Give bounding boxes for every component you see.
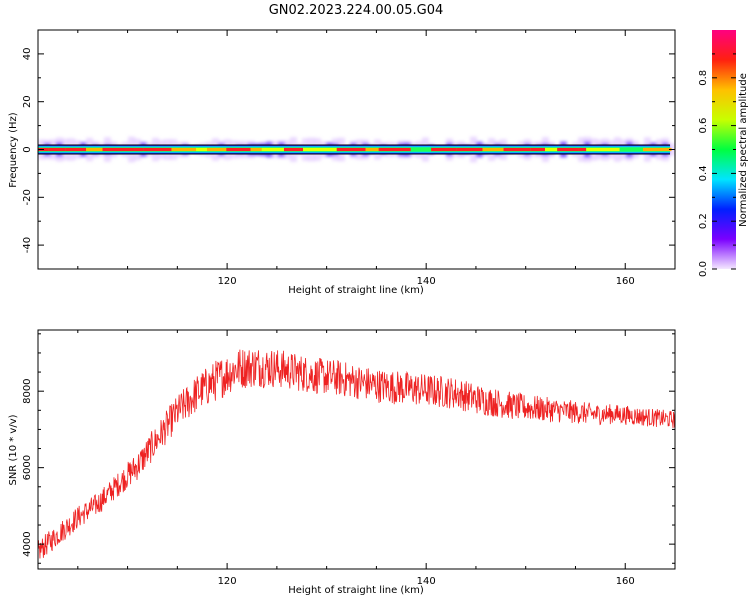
snr-x-axis: 120 140 160 — [77, 330, 676, 587]
band-core-cell — [482, 147, 504, 152]
band-core-cell — [250, 147, 262, 152]
band-core-cell — [336, 147, 366, 152]
spectrogram-x-axis: 120 140 160 — [77, 30, 676, 287]
spectrogram-x-label: Height of straight line (km) — [288, 285, 424, 296]
x-tick-label: 160 — [616, 276, 635, 287]
figure-title: GN02.2023.224.00.05.G04 — [269, 3, 444, 18]
x-tick-label: 160 — [616, 576, 635, 587]
band-core-cell — [456, 147, 483, 152]
spectrogram-y-label: Frequency (Hz) — [8, 112, 19, 188]
band-core-cell — [226, 147, 251, 152]
band-core-cell — [378, 147, 411, 152]
band-core-cell — [143, 147, 172, 152]
band-core-cell — [530, 147, 546, 152]
band-core-cell — [86, 147, 103, 152]
colorbar-axis: 0.0 0.2 0.4 0.6 0.8 — [698, 53, 736, 277]
band-core-cell — [545, 147, 558, 152]
band-core-cell — [196, 147, 208, 152]
y-tick-label: 40 — [22, 48, 33, 61]
y-tick-label: 6000 — [22, 455, 33, 480]
snr-y-axis: 4000 6000 8000 — [22, 333, 675, 564]
colorbar: 0.0 0.2 0.4 0.6 0.8 Normalized spectral ampl… — [698, 30, 749, 277]
band-core-cell — [586, 147, 620, 152]
snr-x-label: Height of straight line (km) — [288, 585, 424, 596]
x-tick-label: 120 — [218, 576, 237, 587]
band-core-cell — [619, 147, 643, 152]
colorbar-tick-label: 0.2 — [698, 213, 709, 229]
band-core-cell — [503, 147, 531, 152]
y-tick-label: 20 — [22, 95, 33, 108]
colorbar-gradient — [712, 30, 736, 269]
colorbar-tick-label: 0.4 — [698, 165, 709, 181]
band-core-cell — [642, 147, 672, 152]
y-tick-label: -20 — [22, 189, 33, 205]
snr-frame — [37, 329, 676, 570]
snr-y-label: SNR (10 * v/v) — [8, 414, 19, 485]
spectrogram-panel: -40 -20 0 20 40 120 140 160 Height of straight… — [8, 29, 676, 296]
band-core-cell — [431, 147, 457, 152]
band-core-cell — [207, 147, 227, 152]
band-core-cell — [65, 147, 87, 152]
colorbar-tick-label: 0.0 — [698, 261, 709, 277]
band-core-cell — [302, 147, 337, 152]
band-core-cell — [102, 147, 135, 152]
spectrogram-heatmap — [38, 136, 675, 163]
snr-panel: 4000 6000 8000 120 140 160 Height of straigh… — [8, 329, 676, 596]
colorbar-tick-label: 0.6 — [698, 118, 709, 134]
band-core-cell — [365, 147, 379, 152]
band-core-cell — [261, 147, 284, 152]
band-core-cell — [171, 147, 197, 152]
band-core-cell — [578, 147, 587, 152]
y-tick-label: -40 — [22, 237, 33, 253]
band-core-cell — [48, 147, 66, 152]
x-tick-label: 140 — [417, 276, 436, 287]
colorbar-label: Normalized spectral amplitude — [738, 73, 749, 227]
y-tick-label: 8000 — [22, 378, 33, 403]
x-tick-label: 140 — [417, 576, 436, 587]
snr-series-line — [38, 349, 675, 559]
band-core-cell — [134, 147, 144, 152]
band-core — [38, 147, 672, 152]
y-tick-label: 0 — [22, 146, 33, 152]
band-core-cell — [283, 147, 303, 152]
band-core-cell — [410, 147, 432, 152]
x-tick-label: 120 — [218, 276, 237, 287]
y-tick-label: 4000 — [22, 531, 33, 556]
colorbar-tick-label: 0.8 — [698, 70, 709, 86]
band-core-cell — [557, 147, 579, 152]
spectrogram-y-axis: -40 -20 0 20 40 — [22, 29, 675, 270]
